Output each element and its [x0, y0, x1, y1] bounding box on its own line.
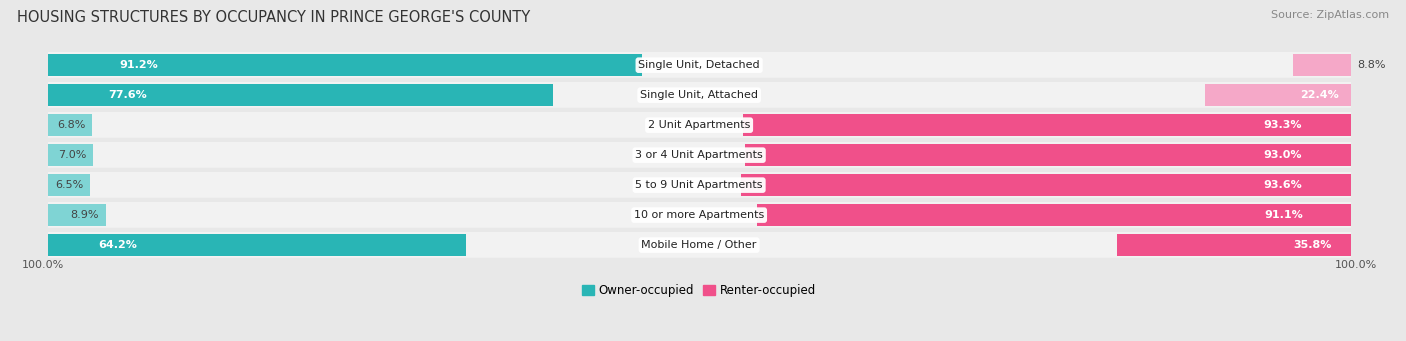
Legend: Owner-occupied, Renter-occupied: Owner-occupied, Renter-occupied: [578, 279, 821, 302]
Text: 8.9%: 8.9%: [70, 210, 98, 220]
Text: 10 or more Apartments: 10 or more Apartments: [634, 210, 765, 220]
Bar: [48, 142, 1351, 169]
Text: Single Unit, Detached: Single Unit, Detached: [638, 60, 759, 70]
Text: 100.0%: 100.0%: [21, 261, 63, 270]
Text: 91.2%: 91.2%: [120, 60, 157, 70]
Text: 93.3%: 93.3%: [1264, 120, 1302, 130]
Text: 100.0%: 100.0%: [1334, 261, 1376, 270]
Bar: [48, 202, 1351, 228]
Text: 6.5%: 6.5%: [55, 180, 83, 190]
Bar: [48, 204, 105, 226]
Bar: [48, 232, 1351, 258]
Text: 93.6%: 93.6%: [1263, 180, 1302, 190]
Bar: [1205, 84, 1351, 106]
Bar: [48, 84, 553, 106]
Text: HOUSING STRUCTURES BY OCCUPANCY IN PRINCE GEORGE'S COUNTY: HOUSING STRUCTURES BY OCCUPANCY IN PRINC…: [17, 10, 530, 25]
Text: 22.4%: 22.4%: [1301, 90, 1339, 100]
Text: 6.8%: 6.8%: [58, 120, 86, 130]
Text: 7.0%: 7.0%: [58, 150, 87, 160]
Bar: [745, 144, 1351, 166]
Bar: [48, 82, 1351, 109]
Bar: [48, 144, 93, 166]
Text: 93.0%: 93.0%: [1264, 150, 1302, 160]
Text: Source: ZipAtlas.com: Source: ZipAtlas.com: [1271, 10, 1389, 20]
Text: Single Unit, Attached: Single Unit, Attached: [640, 90, 758, 100]
Text: 8.8%: 8.8%: [1357, 60, 1386, 70]
Text: 35.8%: 35.8%: [1294, 240, 1331, 250]
Bar: [1118, 234, 1351, 256]
Bar: [48, 172, 1351, 198]
Text: 77.6%: 77.6%: [108, 90, 148, 100]
Bar: [1294, 54, 1351, 76]
Text: 5 to 9 Unit Apartments: 5 to 9 Unit Apartments: [636, 180, 763, 190]
Text: Mobile Home / Other: Mobile Home / Other: [641, 240, 756, 250]
Bar: [742, 114, 1351, 136]
Bar: [48, 234, 465, 256]
Text: 3 or 4 Unit Apartments: 3 or 4 Unit Apartments: [636, 150, 763, 160]
Bar: [741, 174, 1351, 196]
Bar: [48, 54, 641, 76]
Bar: [48, 174, 90, 196]
Text: 91.1%: 91.1%: [1264, 210, 1303, 220]
Text: 2 Unit Apartments: 2 Unit Apartments: [648, 120, 751, 130]
Bar: [48, 114, 91, 136]
Bar: [48, 52, 1351, 79]
Bar: [756, 204, 1351, 226]
Text: 64.2%: 64.2%: [98, 240, 136, 250]
Bar: [48, 112, 1351, 139]
